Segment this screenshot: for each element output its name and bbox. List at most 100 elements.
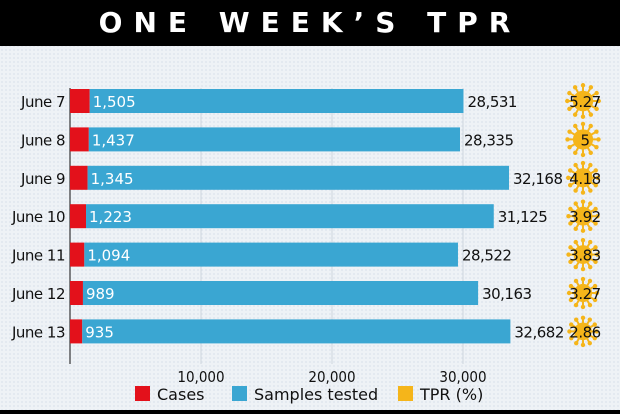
cases-label: 1,094	[87, 247, 130, 265]
virus-spike-tip	[566, 252, 571, 257]
chart-title: ONE WEEK’S TPR	[0, 0, 620, 46]
virus-spike-tip	[568, 206, 573, 212]
tpr-label: 4.18	[569, 170, 600, 188]
virus-spike-tip	[593, 182, 598, 188]
virus-spike-tip	[580, 228, 586, 233]
tpr-label: 3.83	[569, 247, 600, 265]
category-label: June 11	[11, 247, 65, 265]
bar-samples	[89, 89, 464, 113]
category-label: June 12	[11, 285, 65, 303]
virus-spike-tip	[594, 290, 600, 296]
virus-spike-tip	[573, 150, 578, 156]
virus-spike-tip	[580, 342, 586, 348]
virus-spike-tip	[580, 266, 586, 272]
bar-samples	[88, 127, 461, 152]
virus-spike-tip	[592, 335, 597, 341]
virus-spike-tip	[594, 90, 599, 96]
samples-label: 28,522	[462, 247, 512, 265]
legend-swatch	[398, 386, 413, 401]
virus-spike-tip	[593, 221, 598, 226]
virus-spike-tip	[588, 123, 593, 129]
virus-spike-tip	[588, 150, 593, 156]
x-tick-label: 20,000	[308, 368, 355, 386]
bar-samples	[82, 319, 511, 344]
legend-swatch	[232, 386, 247, 401]
virus-spike-tip	[594, 329, 599, 334]
virus-spike-tip	[595, 214, 600, 219]
virus-spike-tip	[567, 129, 572, 134]
virus-spike-tip	[566, 175, 571, 180]
virus-body	[573, 283, 593, 303]
virus-spike-tip	[587, 340, 592, 346]
cases-label: 1,505	[93, 93, 136, 111]
virus-spike-tip	[568, 259, 573, 265]
virus-spike-tip	[587, 302, 593, 308]
bar-samples	[84, 242, 458, 267]
virus-spike-tip	[588, 201, 593, 206]
virus-spike-tip	[594, 106, 599, 112]
virus-spike-tip	[572, 85, 578, 90]
virus-spike-tip	[580, 190, 586, 195]
virus-spike-tip	[595, 175, 600, 180]
cases-label: 989	[86, 285, 115, 303]
samples-label: 28,335	[464, 131, 513, 149]
virus-spike-tip	[587, 278, 593, 284]
virus-spike-tip	[593, 206, 598, 212]
legend-swatch	[135, 386, 150, 401]
bar-cases	[70, 319, 83, 344]
virus-spike-tip	[568, 168, 573, 173]
virus-spike-tip	[594, 144, 599, 150]
virus-spike-tip	[580, 152, 586, 158]
bar-cases	[70, 281, 83, 305]
virus-spike-tip	[574, 340, 579, 346]
virus-icon	[567, 315, 599, 348]
tpr-label: 3.27	[569, 285, 600, 303]
virus-spike-tip	[595, 252, 600, 257]
virus-spike-tip	[573, 162, 578, 168]
virus-spike-tip	[566, 214, 571, 219]
legend-label: TPR (%)	[419, 385, 483, 404]
virus-spike-tip	[565, 137, 570, 142]
virus-spike-tip	[573, 201, 578, 206]
legend-label: Samples tested	[254, 385, 378, 404]
cases-label: 1,345	[91, 170, 134, 188]
virus-spike-tip	[587, 317, 592, 322]
category-label: June 10	[11, 208, 65, 226]
category-label: June 13	[11, 323, 65, 341]
virus-spike-tip	[593, 245, 598, 250]
bar-samples	[87, 165, 510, 190]
virus-spike-tip	[588, 162, 593, 168]
bar-samples	[86, 204, 494, 229]
virus-spike-tip	[580, 276, 586, 282]
virus-spike-tip	[592, 322, 597, 327]
cases-label: 1,223	[89, 208, 132, 226]
bar-cases	[70, 165, 88, 190]
virus-spike-tip	[569, 335, 574, 341]
category-label: June 8	[20, 131, 65, 149]
bar-cases	[70, 204, 87, 229]
virus-spike-tip	[594, 129, 599, 134]
legend-label: Cases	[157, 385, 205, 404]
samples-label: 31,125	[498, 208, 548, 226]
virus-spike-tip	[573, 188, 578, 193]
cases-label: 1,437	[92, 131, 135, 149]
virus-icon	[566, 276, 600, 310]
virus-body	[572, 129, 594, 150]
virus-spike-tip	[580, 304, 586, 310]
virus-spike-tip	[593, 259, 598, 265]
virus-spike-tip	[580, 315, 586, 321]
bottom-rule	[0, 410, 620, 414]
category-label: June 9	[20, 170, 65, 188]
bar-cases	[70, 89, 90, 113]
virus-spike-tip	[588, 188, 593, 193]
virus-spike-tip	[593, 168, 598, 173]
samples-label: 30,163	[482, 285, 532, 303]
virus-body	[573, 245, 593, 264]
tpr-label: 2.86	[569, 323, 600, 341]
virus-spike-tip	[565, 98, 570, 104]
virus-spike-tip	[573, 264, 578, 270]
virus-spike-tip	[566, 290, 572, 296]
virus-icon	[566, 199, 600, 233]
virus-spike-tip	[596, 137, 601, 142]
